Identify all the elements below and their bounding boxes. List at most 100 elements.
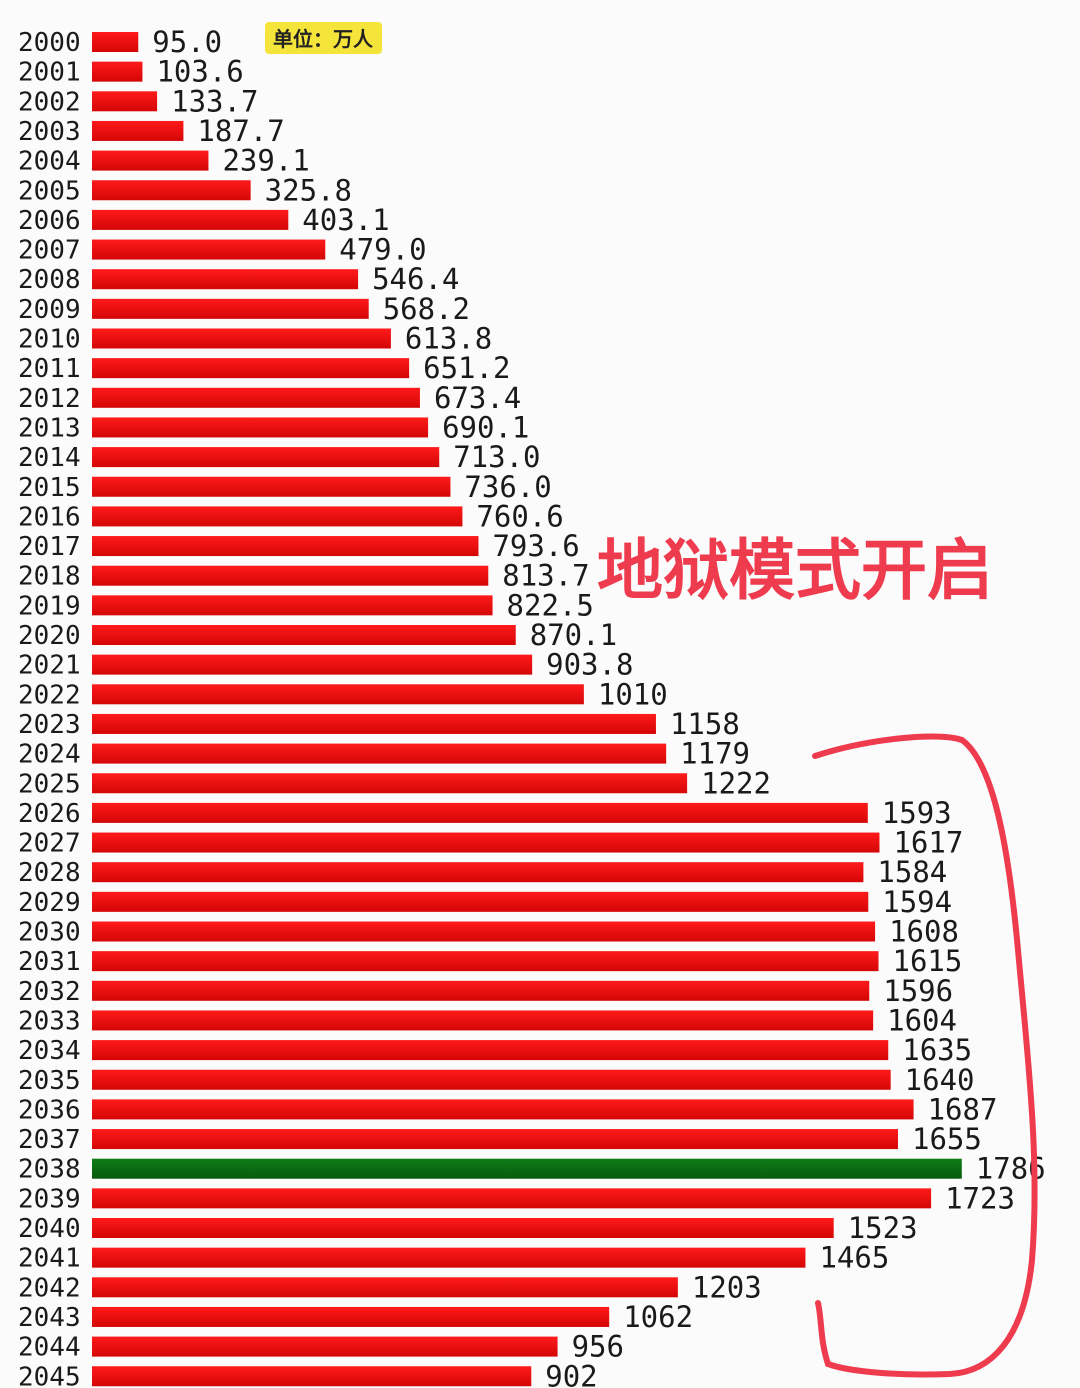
year-label: 2034 bbox=[18, 1036, 81, 1066]
year-label: 2038 bbox=[18, 1155, 81, 1185]
year-label: 2011 bbox=[18, 354, 81, 384]
year-label: 2002 bbox=[18, 87, 81, 117]
year-label: 2045 bbox=[18, 1362, 81, 1388]
annotation-text: 地狱模式开启 bbox=[597, 532, 993, 609]
value-label: 1615 bbox=[893, 944, 963, 978]
bar bbox=[92, 891, 869, 912]
value-label: 713.0 bbox=[453, 440, 540, 474]
value-label: 1465 bbox=[819, 1241, 889, 1275]
year-label: 2019 bbox=[18, 591, 81, 621]
bar bbox=[92, 180, 251, 201]
value-label: 1687 bbox=[928, 1092, 998, 1126]
value-label: 325.8 bbox=[265, 173, 352, 207]
bar bbox=[92, 269, 359, 290]
year-label: 2030 bbox=[18, 918, 81, 948]
value-label: 568.2 bbox=[383, 292, 470, 326]
bar bbox=[92, 1188, 932, 1209]
year-label: 2043 bbox=[18, 1303, 81, 1333]
bar bbox=[92, 32, 139, 52]
year-label: 2014 bbox=[18, 443, 81, 473]
year-label: 2016 bbox=[18, 502, 81, 532]
bar bbox=[92, 150, 209, 171]
bar bbox=[92, 1218, 834, 1238]
bar bbox=[92, 951, 879, 972]
value-label: 1222 bbox=[701, 766, 771, 800]
bracket-annotation bbox=[812, 733, 1038, 1378]
bar bbox=[92, 684, 584, 705]
bar-highlight bbox=[92, 1158, 962, 1179]
year-label: 2036 bbox=[18, 1095, 81, 1125]
bar bbox=[92, 743, 667, 764]
value-label: 870.1 bbox=[530, 618, 617, 652]
year-label: 2033 bbox=[18, 1006, 81, 1036]
value-label: 403.1 bbox=[302, 203, 389, 237]
year-label: 2032 bbox=[18, 977, 81, 1007]
year-label: 2004 bbox=[18, 147, 81, 177]
value-label: 103.6 bbox=[156, 55, 243, 89]
value-label: 651.2 bbox=[423, 351, 510, 385]
year-label: 2020 bbox=[18, 621, 81, 651]
bar bbox=[92, 1366, 532, 1387]
year-label: 2001 bbox=[18, 58, 81, 88]
value-label: 1593 bbox=[882, 796, 952, 830]
bar bbox=[92, 1336, 558, 1357]
value-label: 1584 bbox=[877, 855, 947, 889]
bar bbox=[92, 625, 516, 645]
bar bbox=[92, 773, 688, 794]
year-label: 2005 bbox=[18, 176, 81, 206]
bar bbox=[92, 565, 489, 586]
value-label: 956 bbox=[572, 1330, 624, 1364]
value-label: 760.6 bbox=[476, 499, 563, 533]
year-label: 2000 bbox=[18, 28, 81, 58]
bar bbox=[92, 1277, 678, 1298]
bar bbox=[92, 1069, 891, 1090]
bar bbox=[92, 862, 864, 883]
value-label: 479.0 bbox=[339, 233, 426, 267]
bar bbox=[92, 447, 440, 468]
year-label: 2023 bbox=[18, 710, 81, 740]
value-label: 1179 bbox=[680, 737, 750, 771]
bar bbox=[92, 417, 429, 438]
bar bbox=[92, 239, 326, 260]
year-label: 2018 bbox=[18, 562, 81, 592]
value-label: 1617 bbox=[893, 826, 963, 860]
value-label: 1523 bbox=[848, 1211, 918, 1245]
year-label: 2007 bbox=[18, 236, 81, 266]
bar bbox=[92, 1010, 874, 1031]
value-label: 546.4 bbox=[372, 262, 459, 296]
bar bbox=[92, 802, 868, 823]
bar bbox=[92, 595, 493, 616]
value-label: 1062 bbox=[623, 1300, 693, 1334]
value-label: 1640 bbox=[905, 1063, 975, 1097]
year-label: 2031 bbox=[18, 947, 81, 977]
value-label: 1604 bbox=[887, 1003, 957, 1037]
bar bbox=[92, 358, 410, 379]
bar bbox=[92, 980, 870, 1001]
year-label: 2012 bbox=[18, 384, 81, 414]
year-label: 2027 bbox=[18, 829, 81, 859]
bar bbox=[92, 832, 880, 853]
bar bbox=[92, 1247, 806, 1268]
year-label: 2006 bbox=[18, 206, 81, 236]
bar bbox=[92, 209, 289, 230]
year-label: 2039 bbox=[18, 1184, 81, 1214]
year-label: 2024 bbox=[18, 740, 81, 770]
year-label: 2025 bbox=[18, 769, 81, 799]
bar bbox=[92, 506, 463, 527]
value-label: 1596 bbox=[883, 974, 953, 1008]
bar bbox=[92, 1040, 889, 1061]
value-label: 736.0 bbox=[464, 470, 551, 504]
year-label: 2010 bbox=[18, 325, 81, 355]
bar bbox=[92, 328, 391, 349]
bar bbox=[92, 1099, 914, 1120]
bar bbox=[92, 91, 158, 112]
year-label: 2022 bbox=[18, 680, 81, 710]
value-label: 813.7 bbox=[502, 559, 589, 593]
unit-label: 单位：万人 bbox=[273, 27, 374, 51]
value-label: 1010 bbox=[598, 677, 668, 711]
value-label: 673.4 bbox=[434, 381, 521, 415]
year-label: 2035 bbox=[18, 1066, 81, 1096]
year-label: 2009 bbox=[18, 295, 81, 325]
